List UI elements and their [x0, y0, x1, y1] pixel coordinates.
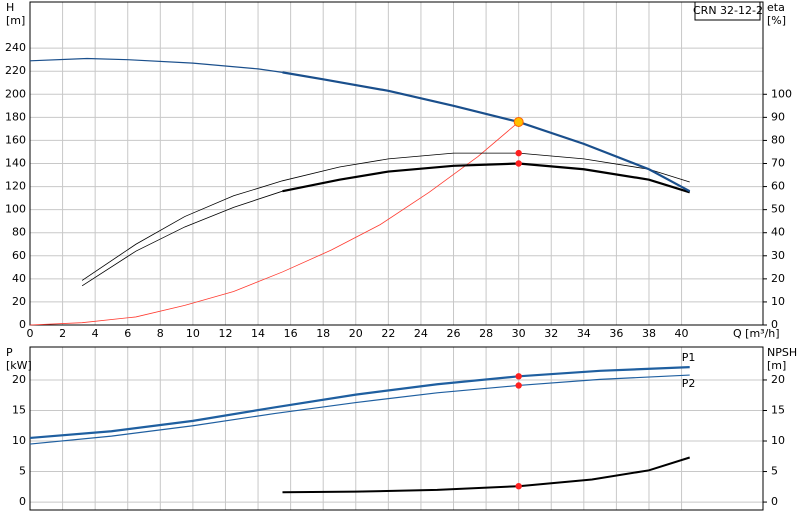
y2-tick-label: 10	[771, 295, 785, 308]
curve-label: P1	[682, 351, 696, 364]
y2-tick-label: 40	[771, 226, 785, 239]
plot-frame	[29, 346, 764, 511]
y2-axis-unit: [m]	[767, 359, 786, 372]
x-tick-label: 16	[284, 327, 298, 340]
curve	[29, 121, 519, 326]
y2-tick-label: 100	[771, 87, 792, 100]
y-tick-label: 0	[19, 318, 26, 331]
marker	[515, 482, 522, 490]
curve	[29, 57, 283, 73]
x-tick-label: 8	[157, 327, 164, 340]
y-tick-label: 240	[5, 41, 26, 54]
x-tick-label: 2	[59, 327, 66, 340]
x-tick-label: 40	[675, 327, 689, 340]
x-tick-label: 24	[414, 327, 428, 340]
y2-axis-label: eta	[767, 1, 785, 14]
marker	[515, 160, 522, 167]
x-tick-label: 28	[479, 327, 493, 340]
y-tick-label: 180	[5, 110, 26, 123]
y2-tick-label: 30	[771, 249, 785, 262]
x-tick-label: 30	[512, 327, 526, 340]
legend-text: CRN 32-12-2	[693, 4, 763, 17]
y-tick-label: 10	[12, 434, 26, 447]
y-tick-label: 120	[5, 180, 26, 193]
y2-tick-label: 5	[771, 465, 778, 478]
y2-tick-label: 70	[771, 157, 785, 170]
marker	[515, 373, 522, 380]
y-tick-label: 80	[12, 226, 26, 239]
y-axis-unit: [m]	[6, 14, 25, 27]
x-tick-label: 36	[609, 327, 623, 340]
y2-tick-label: 0	[771, 318, 778, 331]
curve	[29, 366, 690, 440]
y2-tick-label: 60	[771, 180, 785, 193]
y2-tick-label: 90	[771, 110, 785, 123]
legend-box	[694, 1, 761, 21]
x-tick-label: 32	[544, 327, 558, 340]
y-tick-label: 160	[5, 133, 26, 146]
x-tick-label: 20	[349, 327, 363, 340]
x-tick-label: 14	[251, 327, 265, 340]
x-tick-label: 10	[186, 327, 200, 340]
x-tick-label: 38	[642, 327, 656, 340]
curve-label: P2	[682, 377, 696, 390]
x-tick-label: 0	[27, 327, 34, 340]
curve	[282, 162, 691, 194]
y2-tick-label: 10	[771, 434, 785, 447]
y-tick-label: 0	[19, 495, 26, 508]
y-tick-label: 40	[12, 272, 26, 285]
y-axis-label: P	[6, 346, 13, 359]
x-tick-label: 18	[316, 327, 330, 340]
y2-axis-label: NPSH	[767, 346, 797, 359]
y2-tick-label: 15	[771, 403, 785, 416]
y2-tick-label: 20	[771, 272, 785, 285]
y2-tick-label: 20	[771, 373, 785, 386]
y-tick-label: 220	[5, 64, 26, 77]
x-tick-label: 26	[447, 327, 461, 340]
x-axis-label: Q [m³/h]	[733, 327, 780, 340]
y-tick-label: 20	[12, 373, 26, 386]
y2-tick-label: 80	[771, 133, 785, 146]
x-tick-label: 12	[218, 327, 232, 340]
y2-tick-label: 0	[771, 495, 778, 508]
x-tick-label: 34	[577, 327, 591, 340]
curve	[81, 152, 690, 281]
y-axis-label: H	[6, 1, 14, 14]
x-tick-label: 22	[381, 327, 395, 340]
curve	[29, 374, 690, 445]
y-tick-label: 20	[12, 295, 26, 308]
curve	[282, 71, 691, 193]
y-tick-label: 5	[19, 465, 26, 478]
y2-tick-label: 50	[771, 203, 785, 216]
marker	[515, 149, 522, 157]
y-tick-label: 60	[12, 249, 26, 262]
y2-axis-unit: [%]	[767, 14, 786, 27]
marker	[515, 382, 522, 389]
y-tick-label: 100	[5, 203, 26, 216]
x-tick-label: 6	[124, 327, 131, 340]
y-tick-label: 140	[5, 157, 26, 170]
y-tick-label: 200	[5, 87, 26, 100]
x-tick-label: 4	[92, 327, 99, 340]
marker	[513, 116, 524, 127]
plot-frame	[29, 1, 764, 326]
curve	[81, 190, 283, 287]
y-tick-label: 15	[12, 403, 26, 416]
y-axis-unit: [kW]	[6, 359, 32, 372]
